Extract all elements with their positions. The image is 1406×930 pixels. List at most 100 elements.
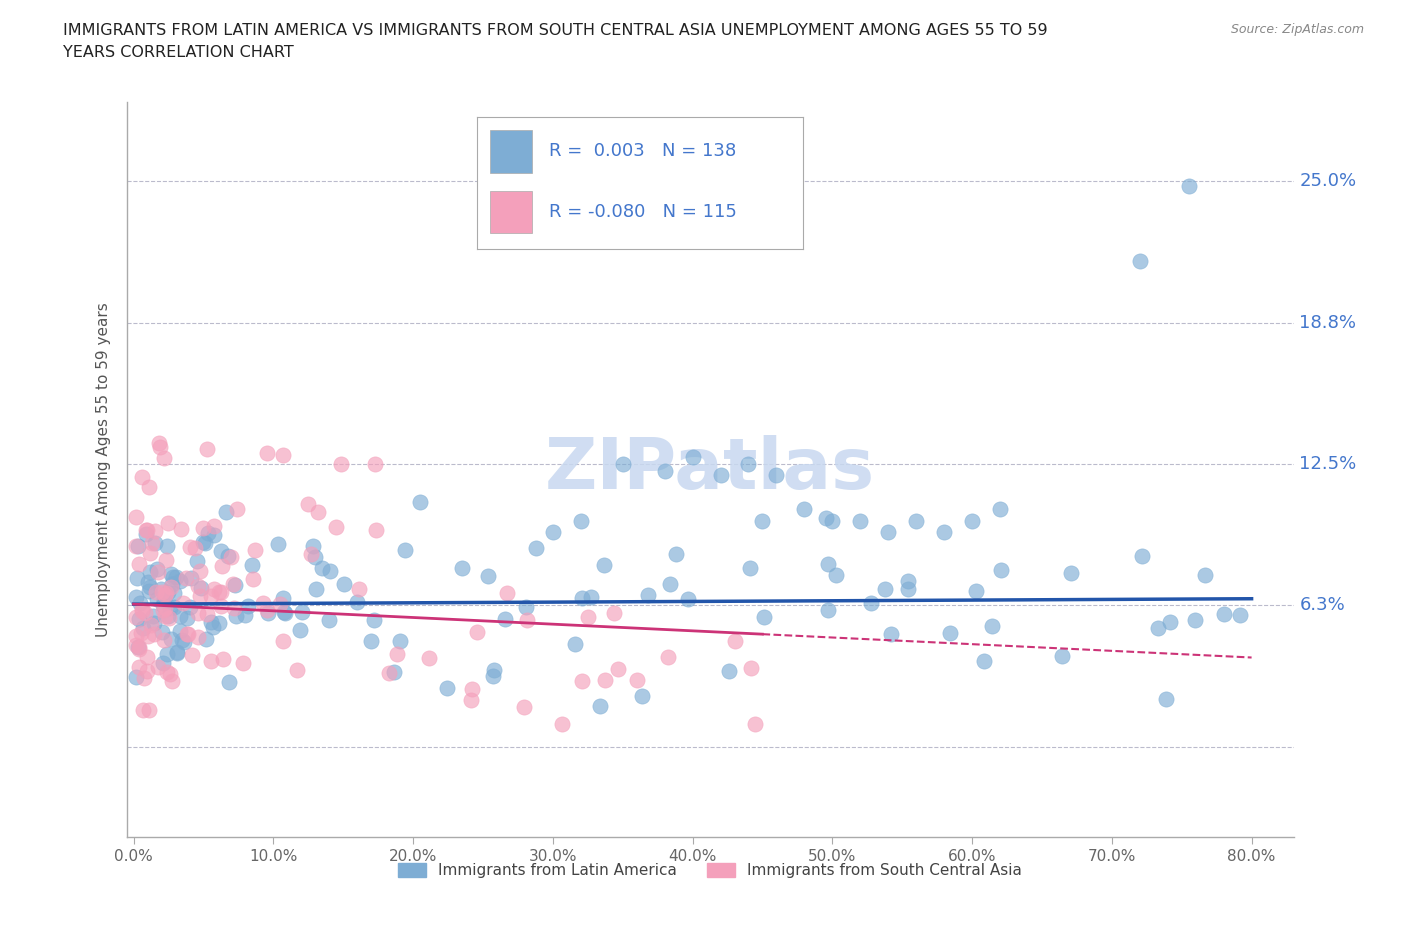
Point <box>200 614 222 629</box>
Point <box>152 603 174 618</box>
Point <box>571 591 593 605</box>
Point <box>191 535 214 550</box>
Point <box>134 605 156 620</box>
Point <box>155 601 177 616</box>
Point <box>128 642 150 657</box>
Point <box>360 634 382 649</box>
Point <box>177 627 200 642</box>
Point <box>418 651 440 666</box>
Point <box>382 665 405 680</box>
Point <box>494 612 516 627</box>
Point <box>131 604 153 618</box>
Point <box>208 585 231 600</box>
Point <box>765 468 787 483</box>
Point <box>269 597 291 612</box>
Point <box>817 556 839 571</box>
Point <box>318 613 340 628</box>
Point <box>148 565 170 579</box>
Point <box>593 672 616 687</box>
Point <box>169 623 191 638</box>
Point <box>271 633 294 648</box>
Point <box>524 540 547 555</box>
Point <box>988 502 1011 517</box>
Point <box>1177 179 1199 193</box>
Point <box>128 640 150 655</box>
Point <box>364 523 387 538</box>
Point <box>125 590 148 604</box>
Point <box>194 536 217 551</box>
Point <box>288 622 311 637</box>
Point <box>751 513 773 528</box>
Point <box>214 505 236 520</box>
Point <box>897 582 920 597</box>
Point <box>209 544 232 559</box>
Point <box>152 656 174 671</box>
Point <box>482 669 505 684</box>
Point <box>576 610 599 625</box>
Point <box>222 577 245 591</box>
Point <box>236 599 259 614</box>
Point <box>724 634 747 649</box>
Point <box>131 626 153 641</box>
Point <box>160 580 183 595</box>
Point <box>603 605 626 620</box>
Point <box>589 698 612 713</box>
Point <box>174 570 197 585</box>
Point <box>233 607 256 622</box>
Point <box>160 673 183 688</box>
Point <box>408 494 430 509</box>
Point <box>157 608 180 623</box>
Point <box>378 665 401 680</box>
Point <box>273 605 295 620</box>
Point <box>135 526 157 541</box>
Point <box>436 681 458 696</box>
Point <box>179 539 201 554</box>
Point <box>143 627 166 642</box>
Point <box>333 577 356 591</box>
Point <box>665 546 688 561</box>
Point <box>496 586 519 601</box>
Point <box>139 546 162 561</box>
Point <box>145 584 167 599</box>
Point <box>139 618 162 632</box>
Point <box>136 575 159 590</box>
Point <box>142 616 165 631</box>
Point <box>173 634 195 649</box>
Point <box>180 570 202 585</box>
Point <box>207 616 229 631</box>
Point <box>156 538 179 553</box>
Point <box>1229 608 1251 623</box>
Point <box>516 613 538 628</box>
Point <box>125 510 148 525</box>
Point <box>550 716 572 731</box>
Point <box>202 527 225 542</box>
Point <box>658 577 681 591</box>
Point <box>273 604 295 619</box>
Point <box>305 582 328 597</box>
Text: IMMIGRANTS FROM LATIN AMERICA VS IMMIGRANTS FROM SOUTH CENTRAL ASIA UNEMPLOYMENT: IMMIGRANTS FROM LATIN AMERICA VS IMMIGRA… <box>63 23 1047 38</box>
Point <box>194 631 217 646</box>
Point <box>176 611 198 626</box>
Point <box>136 628 159 643</box>
Point <box>125 538 148 553</box>
Point <box>195 442 218 457</box>
Point <box>630 689 652 704</box>
Point <box>128 557 150 572</box>
Point <box>202 581 225 596</box>
Point <box>131 620 153 635</box>
Point <box>195 607 218 622</box>
Point <box>593 557 616 572</box>
Point <box>880 626 903 641</box>
Y-axis label: Unemployment Among Ages 55 to 59 years: Unemployment Among Ages 55 to 59 years <box>96 302 111 637</box>
Point <box>127 538 149 553</box>
Point <box>128 612 150 627</box>
Point <box>176 626 198 641</box>
Point <box>128 596 150 611</box>
Point <box>243 543 266 558</box>
Point <box>240 557 263 572</box>
Point <box>200 589 222 604</box>
Point <box>905 513 928 528</box>
Point <box>1129 253 1152 268</box>
Point <box>169 574 191 589</box>
Point <box>153 450 176 465</box>
